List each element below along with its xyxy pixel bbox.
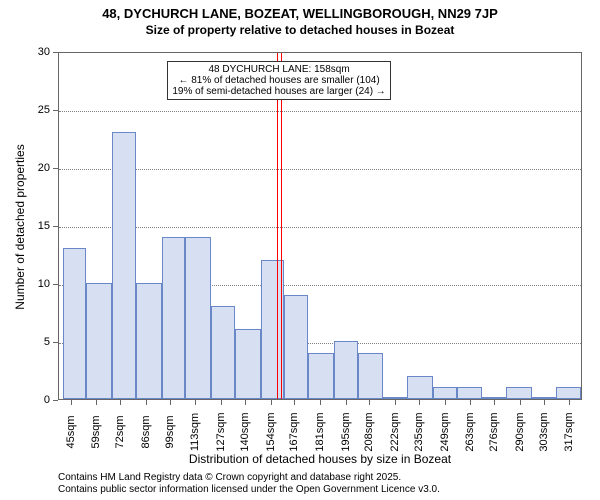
chart-container: 48, DYCHURCH LANE, BOZEAT, WELLINGBOROUG…: [0, 0, 600, 500]
x-tick-label: 249sqm: [439, 407, 451, 457]
annotation-text: ← 81% of detached houses are smaller (10…: [172, 75, 385, 86]
x-axis-label: Distribution of detached houses by size …: [58, 452, 582, 466]
gridline: [59, 227, 581, 228]
x-tick-label: 154sqm: [265, 407, 277, 457]
x-tick-label: 127sqm: [215, 407, 227, 457]
x-tick-mark: [96, 400, 97, 405]
chart-title-line1: 48, DYCHURCH LANE, BOZEAT, WELLINGBOROUG…: [0, 6, 600, 21]
x-tick-label: 45sqm: [65, 407, 77, 457]
histogram-bar: [235, 329, 261, 399]
x-tick-label: 99sqm: [164, 407, 176, 457]
histogram-bar: [482, 397, 506, 399]
x-tick-label: 303sqm: [538, 407, 550, 457]
y-tick-mark: [53, 342, 58, 343]
histogram-bar: [383, 397, 407, 399]
x-tick-label: 86sqm: [140, 407, 152, 457]
x-tick-mark: [346, 400, 347, 405]
histogram-bar: [556, 387, 582, 399]
y-tick-label: 15: [20, 220, 50, 232]
x-tick-label: 181sqm: [314, 407, 326, 457]
x-tick-mark: [320, 400, 321, 405]
x-tick-label: 140sqm: [239, 407, 251, 457]
reference-line: [281, 53, 282, 399]
x-tick-mark: [71, 400, 72, 405]
footer-line-2: Contains public sector information licen…: [58, 484, 440, 495]
x-tick-mark: [120, 400, 121, 405]
x-tick-mark: [520, 400, 521, 405]
x-tick-mark: [221, 400, 222, 405]
histogram-bar: [308, 353, 334, 399]
y-tick-mark: [53, 400, 58, 401]
y-tick-mark: [53, 226, 58, 227]
y-tick-mark: [53, 168, 58, 169]
x-tick-label: 72sqm: [114, 407, 126, 457]
histogram-bar: [185, 237, 211, 399]
annotation-text: 19% of semi-detached houses are larger (…: [172, 86, 385, 97]
x-tick-mark: [245, 400, 246, 405]
histogram-bar: [506, 387, 532, 399]
x-tick-mark: [470, 400, 471, 405]
y-tick-label: 0: [20, 394, 50, 406]
histogram-bar: [136, 283, 162, 399]
x-tick-label: 167sqm: [288, 407, 300, 457]
x-tick-label: 113sqm: [189, 407, 201, 457]
x-tick-label: 208sqm: [363, 407, 375, 457]
x-tick-mark: [494, 400, 495, 405]
x-tick-label: 222sqm: [389, 407, 401, 457]
x-tick-label: 317sqm: [563, 407, 575, 457]
x-tick-mark: [544, 400, 545, 405]
y-tick-label: 10: [20, 278, 50, 290]
y-tick-label: 5: [20, 336, 50, 348]
y-tick-mark: [53, 52, 58, 53]
x-tick-mark: [195, 400, 196, 405]
histogram-bar: [532, 397, 556, 399]
plot-area: 48 DYCHURCH LANE: 158sqm← 81% of detache…: [58, 52, 582, 400]
chart-title-line2: Size of property relative to detached ho…: [0, 23, 600, 37]
y-tick-mark: [53, 284, 58, 285]
annotation-text: 48 DYCHURCH LANE: 158sqm: [172, 64, 385, 75]
histogram-bar: [433, 387, 457, 399]
histogram-bar: [112, 132, 136, 399]
x-tick-label: 263sqm: [464, 407, 476, 457]
x-tick-label: 276sqm: [488, 407, 500, 457]
x-tick-label: 195sqm: [340, 407, 352, 457]
gridline: [59, 169, 581, 170]
y-tick-label: 25: [20, 104, 50, 116]
x-tick-mark: [445, 400, 446, 405]
histogram-bar: [211, 306, 235, 399]
histogram-bar: [284, 295, 308, 399]
x-tick-mark: [146, 400, 147, 405]
x-tick-label: 290sqm: [514, 407, 526, 457]
x-tick-mark: [419, 400, 420, 405]
histogram-bar: [358, 353, 384, 399]
x-tick-mark: [271, 400, 272, 405]
annotation-box: 48 DYCHURCH LANE: 158sqm← 81% of detache…: [167, 61, 390, 100]
x-tick-label: 59sqm: [90, 407, 102, 457]
histogram-bar: [334, 341, 358, 399]
y-tick-mark: [53, 110, 58, 111]
histogram-bar: [86, 283, 112, 399]
x-tick-mark: [294, 400, 295, 405]
x-tick-mark: [369, 400, 370, 405]
histogram-bar: [63, 248, 87, 399]
histogram-bar: [162, 237, 186, 399]
x-tick-mark: [569, 400, 570, 405]
x-tick-mark: [395, 400, 396, 405]
histogram-bar: [407, 376, 433, 399]
reference-line: [277, 53, 278, 399]
y-tick-label: 30: [20, 46, 50, 58]
footer-line-1: Contains HM Land Registry data © Crown c…: [58, 472, 401, 483]
gridline: [59, 111, 581, 112]
x-tick-mark: [170, 400, 171, 405]
x-tick-label: 235sqm: [413, 407, 425, 457]
y-tick-label: 20: [20, 162, 50, 174]
histogram-bar: [457, 387, 483, 399]
